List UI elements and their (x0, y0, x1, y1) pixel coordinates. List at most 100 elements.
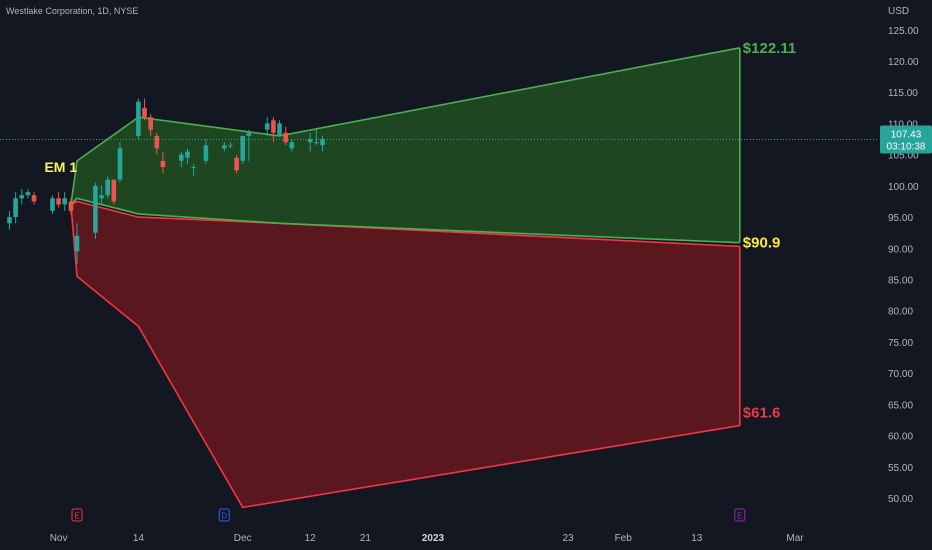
candle-body (222, 145, 227, 149)
candle-body (179, 154, 184, 161)
candle (93, 182, 98, 239)
x-tick-label: 21 (360, 533, 372, 544)
candle (234, 154, 239, 174)
candle (160, 151, 166, 174)
y-tick-label: 85.00 (888, 276, 913, 287)
candle (50, 195, 55, 214)
candle (99, 185, 104, 205)
candle-body (117, 148, 123, 180)
candle-body (191, 167, 196, 169)
candle (68, 198, 74, 214)
upper-zone-bottom-edge (70, 197, 740, 244)
y-tick-label: 125.00 (888, 26, 919, 37)
x-tick-label: 23 (562, 533, 574, 544)
candle (142, 98, 147, 121)
event-marker-letter: D (221, 512, 227, 521)
em-label: EM 1 (44, 159, 77, 175)
candle (277, 120, 282, 136)
event-marker: E (71, 508, 83, 522)
price-tag-countdown: 03:10:38 (887, 141, 926, 152)
event-marker: D (218, 508, 230, 522)
candle-body (148, 117, 153, 130)
candle-body (105, 179, 110, 196)
candle-body (277, 123, 282, 136)
y-tick-label: 105.00 (888, 151, 919, 162)
event-marker: E (734, 508, 746, 522)
y-tick-label: 90.00 (888, 244, 913, 255)
candle (265, 117, 270, 136)
candle (105, 176, 110, 199)
candle-body (271, 120, 276, 133)
candle-body (142, 107, 147, 118)
candle (191, 164, 196, 177)
x-tick-label: 14 (133, 533, 145, 544)
candle-body (62, 198, 67, 205)
candle (62, 192, 67, 211)
price-tag-value: 107.43 (891, 129, 922, 140)
candle-body (228, 145, 233, 147)
event-marker-letter: E (737, 512, 742, 521)
candle-body (154, 135, 160, 149)
event-marker-box (71, 508, 83, 522)
candle-body (234, 157, 239, 171)
candle (179, 151, 184, 168)
candle-body (56, 198, 61, 205)
candle (74, 223, 80, 264)
candle-body (289, 142, 295, 149)
price-tag-box (880, 125, 932, 154)
candle (203, 139, 209, 165)
price-axis[interactable]: USD 50.00 55.00 60.00 65.00 70.00 75.00 80.00 8… (888, 6, 919, 505)
candle-body (25, 192, 31, 196)
y-tick-label: 60.00 (888, 432, 913, 443)
x-tick-label: Dec (234, 533, 252, 544)
candle (154, 132, 160, 155)
y-tick-label: 115.00 (888, 88, 918, 99)
candle-body (160, 160, 166, 168)
y-tick-label: 65.00 (888, 400, 913, 411)
x-tick-label: 13 (691, 533, 703, 544)
y-tick-label: 50.00 (888, 494, 913, 505)
candle-body (99, 195, 104, 199)
y-tick-label: 100.00 (888, 182, 919, 193)
zone-labels: $122.11 $90.9 $61.6 EM 1 (44, 40, 796, 422)
candle-body (19, 195, 25, 199)
candle-body (136, 101, 141, 136)
y-tick-label: 75.00 (888, 338, 913, 349)
candle-body (265, 123, 270, 130)
candle-body (111, 179, 117, 202)
candle (19, 188, 25, 205)
candle-body (203, 145, 209, 161)
candle (246, 129, 252, 161)
candle-body (307, 139, 313, 143)
candle-body (320, 139, 325, 146)
upper-target-label: $122.11 (743, 40, 796, 57)
y-tick-label: 80.00 (888, 307, 913, 318)
candlesticks (7, 98, 325, 264)
candle-body (74, 235, 80, 252)
candle-body (314, 142, 319, 144)
candle (25, 188, 31, 199)
upper-zone-fill (70, 47, 740, 243)
y-tick-label: 120.00 (888, 57, 919, 68)
candle-body (246, 132, 252, 136)
symbol-title: Westlake Corporation, 1D, NYSE (6, 6, 139, 16)
candle-body (68, 201, 74, 211)
candle-body (7, 217, 12, 224)
candle-body (240, 135, 245, 161)
time-axis[interactable]: Nov 14 Dec 12 21 2023 23 Feb 13 Mar (50, 533, 805, 544)
x-tick-label: Mar (786, 533, 804, 544)
event-marker-letter: E (74, 512, 79, 521)
mid-target-label: $90.9 (743, 235, 781, 252)
y-tick-label: 70.00 (888, 369, 913, 380)
candle (148, 114, 153, 136)
expected-move-zones (70, 47, 741, 509)
x-tick-label: Nov (50, 533, 68, 544)
candle-body (13, 198, 18, 217)
y-tick-label: 95.00 (888, 213, 913, 224)
y-tick-label: 55.00 (888, 463, 913, 474)
candle (314, 129, 319, 146)
x-tick-label: 12 (305, 533, 317, 544)
candle (320, 135, 325, 152)
